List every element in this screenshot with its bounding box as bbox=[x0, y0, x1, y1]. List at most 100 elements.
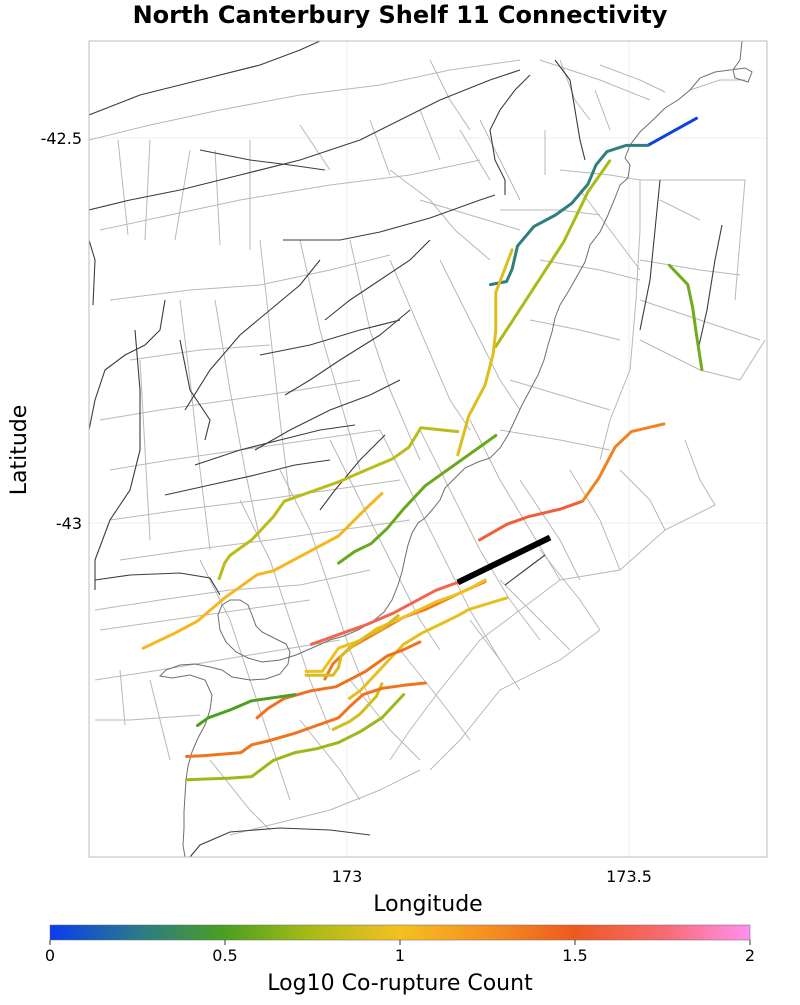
fault-line bbox=[689, 79, 745, 91]
fault-line bbox=[379, 429, 501, 661]
colored-section bbox=[347, 596, 509, 700]
colored-sections bbox=[141, 116, 704, 782]
fault-line bbox=[89, 59, 521, 141]
fault-line bbox=[439, 259, 521, 411]
fault-trace bbox=[489, 74, 531, 195]
fault-trace bbox=[199, 149, 326, 171]
plot-border bbox=[88, 40, 768, 858]
colorbar-tick-label-2: 2 bbox=[745, 946, 755, 965]
fault-line bbox=[94, 639, 341, 681]
fault-line bbox=[229, 769, 421, 836]
fault-line bbox=[299, 124, 331, 171]
fault-line bbox=[639, 259, 741, 276]
fault-line bbox=[499, 579, 571, 651]
fault-trace bbox=[283, 194, 496, 241]
colored-section bbox=[646, 116, 698, 147]
fault-line bbox=[509, 379, 611, 411]
fault-trace bbox=[184, 259, 321, 411]
fault-line bbox=[640, 179, 746, 301]
fault-line bbox=[214, 299, 261, 541]
colorbar-tick-label-0: 0 bbox=[45, 946, 55, 965]
colored-section bbox=[217, 426, 460, 581]
fault-line bbox=[639, 299, 761, 341]
colorbar bbox=[49, 924, 751, 941]
chart-title: North Canterbury Shelf 11 Connectivity bbox=[133, 1, 668, 29]
colored-section bbox=[196, 693, 297, 727]
x-tick-label-173.5: 173.5 bbox=[606, 867, 652, 886]
target-section bbox=[456, 534, 552, 586]
fault-line bbox=[117, 139, 129, 236]
fault-line bbox=[279, 469, 371, 701]
colored-section bbox=[304, 614, 400, 677]
fault-trace bbox=[89, 41, 321, 116]
target-section-layer bbox=[456, 534, 552, 586]
fault-line bbox=[539, 549, 601, 631]
fault-trace bbox=[189, 827, 371, 857]
fault-line bbox=[119, 519, 411, 561]
fault-line bbox=[369, 119, 391, 176]
fault-line bbox=[529, 319, 621, 341]
fault-line bbox=[139, 359, 151, 541]
gridlines bbox=[89, 41, 767, 857]
colored-section bbox=[331, 682, 384, 731]
colored-section bbox=[185, 693, 406, 782]
fault-line bbox=[109, 254, 391, 301]
fault-trace bbox=[639, 179, 661, 331]
fault-line bbox=[479, 119, 521, 201]
fault-line bbox=[739, 339, 766, 381]
fault-trace bbox=[94, 329, 141, 590]
fault-line bbox=[179, 299, 211, 551]
x-tick-label-173: 173 bbox=[332, 867, 363, 886]
fault-line bbox=[119, 669, 126, 726]
fault-trace bbox=[89, 239, 96, 306]
fault-line bbox=[259, 239, 291, 501]
fault-traces-dark bbox=[89, 41, 723, 857]
colored-section bbox=[337, 434, 498, 565]
fault-line bbox=[429, 59, 471, 131]
fault-line bbox=[459, 129, 491, 181]
colored-section bbox=[309, 580, 460, 646]
fault-line bbox=[214, 149, 221, 246]
colored-section bbox=[488, 143, 650, 287]
y-tick-label-42.5: -42.5 bbox=[41, 129, 82, 148]
fault-trace bbox=[164, 459, 331, 496]
fault-line bbox=[659, 199, 701, 221]
fault-line bbox=[579, 189, 641, 271]
fault-line bbox=[419, 109, 441, 161]
fault-line bbox=[619, 469, 666, 531]
fault-line bbox=[429, 629, 601, 771]
fault-line bbox=[389, 579, 561, 761]
fault-line bbox=[599, 180, 641, 461]
colored-section bbox=[667, 263, 704, 372]
fault-line bbox=[149, 679, 171, 761]
y-axis-label: Latitude bbox=[7, 405, 32, 496]
fault-line bbox=[419, 429, 541, 641]
fault-trace bbox=[194, 424, 356, 466]
colorbar-tick-label-1: 1 bbox=[395, 946, 405, 965]
fault-trace bbox=[697, 224, 723, 351]
fault-line bbox=[559, 439, 716, 581]
fault-line bbox=[144, 139, 151, 241]
fault-trace bbox=[94, 572, 221, 596]
fault-line bbox=[389, 169, 491, 261]
fault-trace bbox=[254, 379, 401, 451]
fault-line bbox=[129, 344, 271, 361]
fault-line bbox=[599, 64, 666, 93]
plot-area bbox=[89, 41, 767, 857]
fault-line bbox=[299, 239, 361, 471]
coastline-path bbox=[158, 41, 753, 857]
colored-section bbox=[141, 492, 384, 650]
colorbar-label: Log10 Co-rupture Count bbox=[267, 971, 533, 996]
fault-line bbox=[519, 479, 581, 581]
fault-line bbox=[594, 89, 611, 131]
fault-trace bbox=[504, 554, 546, 586]
fault-line bbox=[209, 759, 271, 831]
fault-line bbox=[349, 239, 421, 461]
colorbar-tick-label-1.5: 1.5 bbox=[562, 946, 587, 965]
fault-trace bbox=[259, 319, 401, 356]
fault-line bbox=[499, 429, 611, 451]
colored-section bbox=[494, 159, 612, 348]
coastline bbox=[158, 41, 753, 857]
x-axis-label: Longitude bbox=[373, 892, 482, 917]
